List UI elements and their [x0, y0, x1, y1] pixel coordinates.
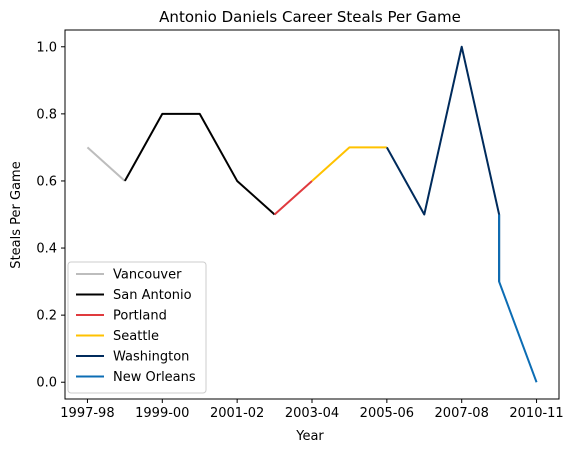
- axes-layer: 1997-98 1999-00 2001-02 2003-04 2005-06 2007-…: [36, 40, 563, 421]
- x-tick-label: 1997-98: [60, 406, 114, 421]
- y-axis-label: Steals Per Game: [9, 161, 24, 268]
- series-line-seattle: [311, 146, 387, 182]
- series-line-new-orleans: [498, 214, 538, 383]
- x-tick-label: 2010-11: [509, 406, 563, 421]
- legend-label: San Antonio: [113, 288, 192, 303]
- chart-title: Antonio Daniels Career Steals Per Game: [159, 8, 461, 26]
- legend-label: New Orleans: [113, 370, 196, 385]
- x-tick-label: 2003-04: [285, 406, 339, 421]
- x-tick-label: 2007-08: [435, 406, 489, 421]
- series-line-vancouver: [86, 146, 126, 182]
- y-tick-label: 0.4: [36, 242, 57, 257]
- series-line-portland: [273, 180, 313, 216]
- x-axis-label: Year: [295, 429, 324, 444]
- legend-label: Vancouver: [113, 268, 182, 283]
- legend-label: Seattle: [113, 329, 159, 344]
- series-line-san-antonio: [124, 112, 276, 216]
- y-tick-label: 0.0: [36, 376, 57, 391]
- plot-frame: [64, 29, 560, 400]
- x-tick-label: 2005-06: [360, 406, 414, 421]
- legend-label: Portland: [113, 309, 167, 324]
- x-tick-label: 2001-02: [210, 406, 264, 421]
- series-layer: [86, 45, 538, 383]
- legend-label: Washington: [113, 350, 189, 365]
- y-tick-label: 0.2: [36, 309, 57, 324]
- y-tick-label: 0.6: [36, 174, 57, 189]
- legend: Vancouver San Antonio Portland Seattle Washi…: [67, 261, 207, 394]
- y-tick-label: 1.0: [36, 40, 57, 55]
- x-tick-label: 1999-00: [135, 406, 189, 421]
- y-tick-label: 0.8: [36, 107, 57, 122]
